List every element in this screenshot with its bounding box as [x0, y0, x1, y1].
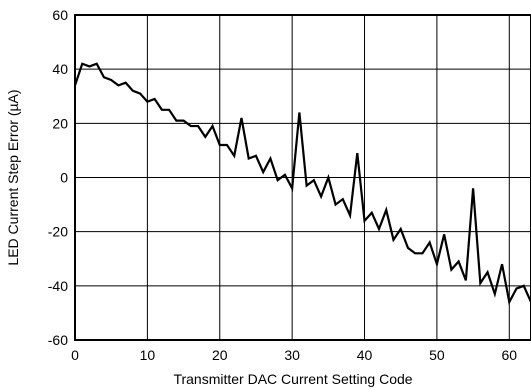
y-tick-label: 20: [52, 115, 68, 131]
x-tick-label: 60: [501, 347, 517, 363]
series-line: [73, 62, 531, 306]
y-axis-ticks: -60 -40 -20 0 20 40 60: [48, 7, 68, 348]
y-tick-label: 60: [52, 7, 68, 23]
x-tick-label: 0: [71, 347, 79, 363]
plot-frame: [74, 14, 531, 341]
y-axis-label: LED Current Step Error (µA): [5, 89, 21, 265]
y-tick-label: -40: [48, 278, 68, 294]
y-tick-label: 40: [52, 61, 68, 77]
x-axis-label: Transmitter DAC Current Setting Code: [173, 371, 412, 387]
grid-lines: [74, 14, 531, 341]
x-axis-ticks: 0 10 20 30 40 50 60: [71, 347, 517, 363]
y-tick-label: -60: [48, 332, 68, 348]
x-tick-label: 30: [284, 347, 300, 363]
x-tick-label: 50: [429, 347, 445, 363]
x-tick-label: 40: [357, 347, 373, 363]
x-tick-label: 10: [140, 347, 156, 363]
y-tick-label: -20: [48, 224, 68, 240]
x-tick-label: 20: [212, 347, 228, 363]
y-tick-label: 0: [60, 170, 68, 186]
